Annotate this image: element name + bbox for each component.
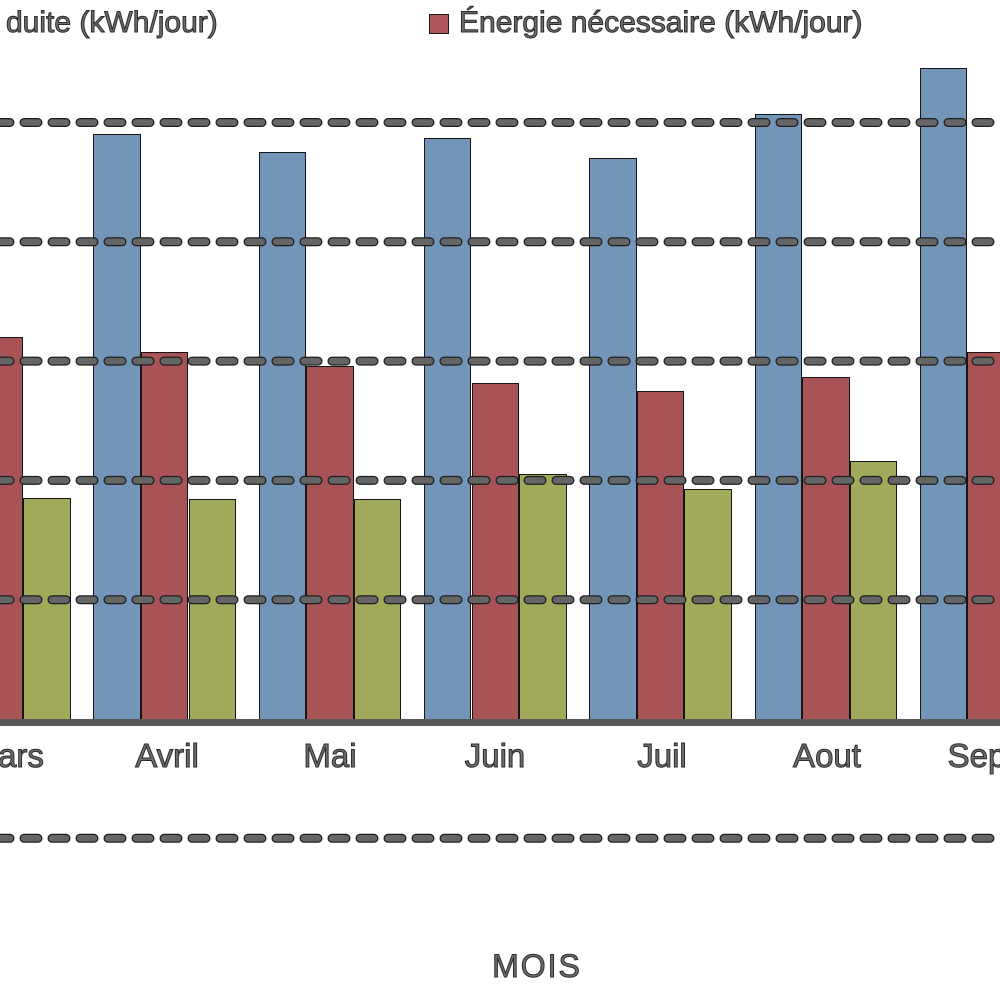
x-tick-label-2: Mai xyxy=(303,737,357,774)
bar-necessaire-2 xyxy=(306,365,354,724)
bar-produite-1 xyxy=(93,134,141,724)
bar-serie3-0 xyxy=(23,498,71,724)
x-tick-label-4: Juil xyxy=(637,737,688,774)
legend-label-necessaire: Énergie nécessaire (kWh/jour) xyxy=(459,6,863,40)
x-tick-label-3: Juin xyxy=(464,737,526,774)
bar-necessaire-3 xyxy=(471,382,520,724)
bar-necessaire-1 xyxy=(140,351,189,724)
bar-necessaire-5 xyxy=(802,376,850,724)
legend-item-produite: duite (kWh/jour) xyxy=(6,6,219,40)
bar-serie3-5 xyxy=(849,461,898,724)
legend-item-necessaire: Énergie nécessaire (kWh/jour) xyxy=(429,6,863,40)
x-tick-label-1: Avril xyxy=(135,737,200,774)
bar-necessaire-6 xyxy=(967,351,1000,724)
legend-label-produite: duite (kWh/jour) xyxy=(6,6,219,40)
bar-serie3-2 xyxy=(353,499,402,724)
bar-serie3-3 xyxy=(519,474,567,724)
legend: duite (kWh/jour) Énergie nécessaire (kWh… xyxy=(0,0,1000,50)
legend-marker-square-icon xyxy=(429,14,449,34)
x-tick-label-0: ars xyxy=(0,737,44,774)
bar-produite-5 xyxy=(754,114,803,724)
bar-produite-2 xyxy=(258,152,307,724)
bar-produite-3 xyxy=(423,138,472,724)
bar-serie3-4 xyxy=(684,488,732,724)
x-axis-line xyxy=(0,719,1000,726)
x-axis-title: MOIS xyxy=(492,948,582,985)
x-tick-label-6: Sep xyxy=(947,737,1000,774)
bar-serie3-1 xyxy=(188,499,237,724)
bar-necessaire-4 xyxy=(636,390,685,724)
bar-produite-6 xyxy=(919,67,968,724)
bar-produite-4 xyxy=(589,158,637,724)
x-tick-label-5: Aout xyxy=(793,737,862,774)
bar-necessaire-0 xyxy=(0,337,24,724)
